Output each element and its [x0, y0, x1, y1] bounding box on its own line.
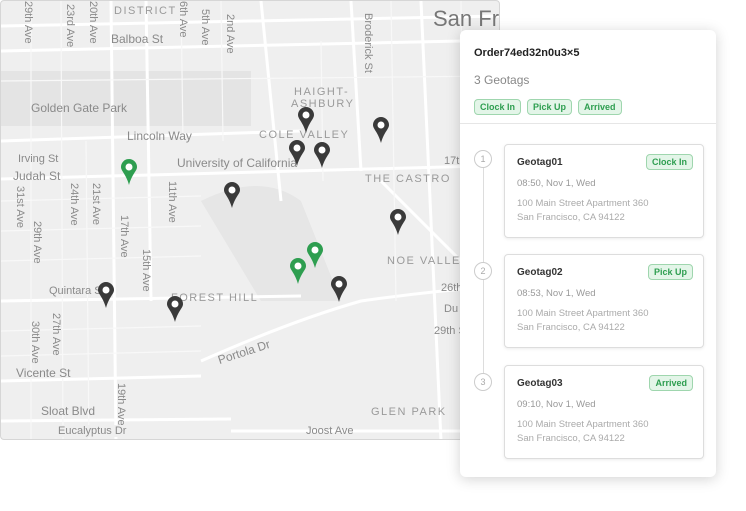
map-label: 29th Ave: [31, 221, 43, 264]
geotag-status-badge: Arrived: [649, 375, 693, 391]
map-label: GLEN PARK: [371, 406, 447, 418]
geotag-card[interactable]: Geotag01 Clock In 08:50, Nov 1, Wed 100 …: [504, 144, 704, 238]
geotag-time: 08:50, Nov 1, Wed: [517, 178, 596, 189]
map-pin-icon[interactable]: [297, 106, 315, 134]
map-label: Judah St: [13, 169, 61, 183]
map-pin-icon[interactable]: [166, 295, 184, 323]
map-pin-icon[interactable]: [97, 281, 115, 309]
map-pin-icon[interactable]: [372, 116, 390, 144]
map-label: 5th Ave: [199, 9, 211, 46]
geotag-status-badge: Clock In: [645, 154, 693, 170]
map-pin-icon[interactable]: [288, 139, 306, 167]
map-label: 21st Ave: [90, 183, 102, 225]
tag-clock-in[interactable]: Clock In: [474, 99, 522, 115]
geotag-title: Geotag02: [517, 267, 563, 278]
map-label: San Fr: [433, 6, 500, 31]
geotag-pin-active-icon[interactable]: [306, 241, 324, 269]
map-label: Balboa St: [111, 32, 164, 46]
step-number: 3: [474, 373, 492, 391]
map-label: Vicente St: [16, 366, 71, 380]
step-number: 2: [474, 262, 492, 280]
geotag-card[interactable]: Geotag02 Pick Up 08:53, Nov 1, Wed 100 M…: [504, 254, 704, 348]
map-label: 19th Ave: [115, 383, 127, 426]
order-id: Order74ed32n0u3×5: [474, 47, 580, 59]
map-label: THE CASTRO: [365, 173, 451, 185]
geotag-card[interactable]: Geotag03 Arrived 09:10, Nov 1, Wed 100 M…: [504, 365, 704, 459]
map-label: 29th Ave: [22, 1, 34, 44]
map-label: 6th Ave: [177, 1, 189, 38]
geotag-title: Geotag03: [517, 378, 563, 389]
order-panel: Order74ed32n0u3×5 3 Geotags Clock In Pic…: [460, 30, 716, 477]
map-label: Eucalyptus Dr: [56, 425, 129, 437]
map-pin-icon[interactable]: [313, 141, 331, 169]
geotag-address-line1: 100 Main Street Apartment 360: [517, 419, 649, 430]
map-label: 31st Ave: [14, 186, 26, 228]
map-label: ASHBURY: [291, 98, 355, 110]
map-label: COLE VALLEY: [259, 129, 350, 141]
map-label: Broderick St: [362, 13, 374, 73]
map-label: Lincoln Way: [127, 129, 192, 143]
geotag-address-line1: 100 Main Street Apartment 360: [517, 308, 649, 319]
map-roads: [1, 1, 499, 439]
map-label: 20th Ave: [87, 1, 99, 44]
map-label: HAIGHT-: [294, 86, 350, 98]
map-label: Irving St: [18, 153, 59, 165]
geotag-title: Geotag01: [517, 157, 563, 168]
geotag-status-badge: Pick Up: [647, 264, 693, 280]
geotag-address-line2: San Francisco, CA 94122: [517, 433, 625, 444]
geotag-pin-active-icon[interactable]: [120, 158, 138, 186]
tag-arrived[interactable]: Arrived: [578, 99, 622, 115]
map-label: University of California: [177, 156, 298, 170]
map-label: Joost Ave: [306, 425, 354, 437]
geotag-pin-active-icon[interactable]: [289, 257, 307, 285]
map-pin-icon[interactable]: [330, 275, 348, 303]
map-label: 30th Ave: [29, 321, 41, 364]
map-label: 2nd Ave: [224, 14, 236, 54]
geotag-time: 09:10, Nov 1, Wed: [517, 399, 596, 410]
map-label: 26th: [441, 282, 463, 294]
map-label: 17th Ave: [118, 215, 130, 258]
step-number: 1: [474, 150, 492, 168]
map-label: 11th Ave: [166, 181, 178, 223]
map-label: 15th Ave: [140, 249, 152, 292]
map-pin-icon[interactable]: [223, 181, 241, 209]
tag-pick-up[interactable]: Pick Up: [527, 99, 573, 115]
map-label: FOREST HILL: [171, 292, 259, 304]
geotag-address-line1: 100 Main Street Apartment 360: [517, 198, 649, 209]
geotag-address-line2: San Francisco, CA 94122: [517, 212, 625, 223]
geotag-address-line2: San Francisco, CA 94122: [517, 322, 625, 333]
map-label: Golden Gate Park: [31, 101, 128, 115]
map-label: 24th Ave: [68, 183, 80, 226]
map-label: DISTRICT: [114, 5, 177, 17]
map-label: 27th Ave: [50, 313, 62, 356]
geotag-count: 3 Geotags: [474, 73, 530, 87]
geotag-time: 08:53, Nov 1, Wed: [517, 288, 596, 299]
map-label: 23rd Ave: [64, 4, 76, 48]
map-label: Du: [444, 303, 459, 315]
map-label: Quintara St: [49, 285, 105, 297]
panel-header: Order74ed32n0u3×5 3 Geotags Clock In Pic…: [460, 30, 716, 124]
map-label: NOE VALLEY: [387, 255, 470, 267]
map[interactable]: DISTRICT 29th Ave 23rd Ave 20th Ave 6th …: [0, 0, 500, 440]
map-pin-icon[interactable]: [389, 208, 407, 236]
map-label: Sloat Blvd: [41, 404, 96, 418]
